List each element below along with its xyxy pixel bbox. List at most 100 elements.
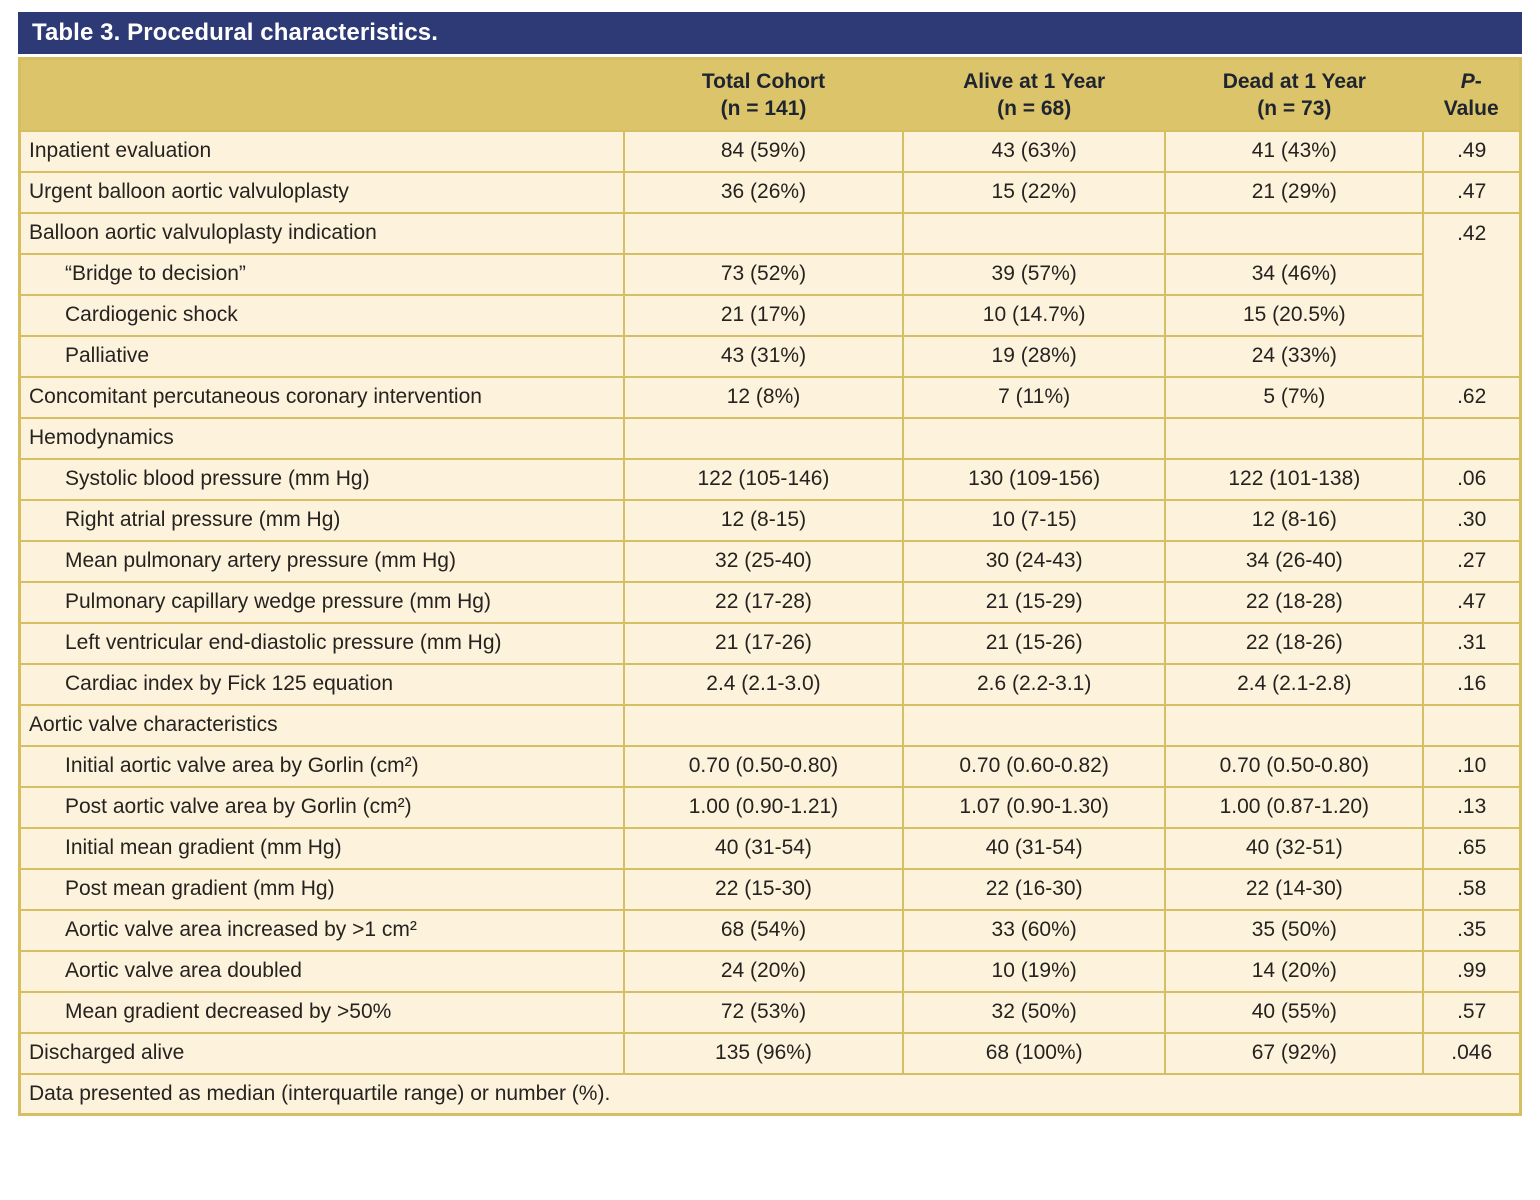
table-footnote: Data presented as median (interquartile … <box>18 1072 1522 1116</box>
row-label: Aortic valve characteristics <box>18 703 625 747</box>
value-p: .99 <box>1422 949 1522 993</box>
row-label: Cardiogenic shock <box>18 293 625 337</box>
value-dead <box>1164 703 1425 747</box>
value-dead: 15 (20.5%) <box>1164 293 1425 337</box>
table-row: Mean pulmonary artery pressure (mm Hg) 3… <box>18 539 1522 583</box>
value-p: .16 <box>1422 662 1522 706</box>
header-line: Value <box>1443 96 1499 120</box>
value-total: 12 (8-15) <box>622 498 905 542</box>
page: Table 3. Procedural characteristics. Tot… <box>18 12 1522 1116</box>
table-row: Systolic blood pressure (mm Hg) 122 (105… <box>18 457 1522 501</box>
column-header-empty <box>19 58 624 131</box>
value-total: 24 (20%) <box>622 949 905 993</box>
row-label: Concomitant percutaneous coronary interv… <box>18 375 625 419</box>
value-total <box>622 703 905 747</box>
value-p: .27 <box>1422 539 1522 583</box>
row-label: Initial mean gradient (mm Hg) <box>18 826 625 870</box>
table-header: Total Cohort (n = 141) Alive at 1 Year (… <box>19 58 1521 131</box>
row-label: Systolic blood pressure (mm Hg) <box>18 457 625 501</box>
value-dead: 22 (18-26) <box>1164 621 1425 665</box>
value-alive <box>902 416 1167 460</box>
table-title-bar: Table 3. Procedural characteristics. <box>18 12 1522 54</box>
value-dead: 67 (92%) <box>1164 1031 1425 1075</box>
row-label: Initial aortic valve area by Gorlin (cm²… <box>18 744 625 788</box>
column-header-p-value: P- Value <box>1423 58 1521 131</box>
table-row: Pulmonary capillary wedge pressure (mm H… <box>18 580 1522 624</box>
value-dead <box>1164 211 1425 255</box>
value-alive: 21 (15-29) <box>902 580 1167 624</box>
value-alive: 39 (57%) <box>902 252 1167 296</box>
row-label: Left ventricular end-diastolic pressure … <box>18 621 625 665</box>
value-p <box>1422 703 1522 747</box>
table-row: Initial mean gradient (mm Hg) 40 (31-54)… <box>18 826 1522 870</box>
value-total: 73 (52%) <box>622 252 905 296</box>
table-row: Discharged alive 135 (96%) 68 (100%) 67 … <box>18 1031 1522 1075</box>
value-alive: 1.07 (0.90-1.30) <box>902 785 1167 829</box>
row-label: Aortic valve area increased by >1 cm² <box>18 908 625 952</box>
row-label: Urgent balloon aortic valvuloplasty <box>18 170 625 214</box>
value-dead: 14 (20%) <box>1164 949 1425 993</box>
header-line: P- <box>1427 68 1515 95</box>
table-row: “Bridge to decision” 73 (52%) 39 (57%) 3… <box>18 252 1521 296</box>
value-alive: 15 (22%) <box>902 170 1167 214</box>
value-alive <box>902 211 1167 255</box>
value-total: 22 (15-30) <box>622 867 905 911</box>
value-total: 135 (96%) <box>622 1031 905 1075</box>
value-p: .58 <box>1422 867 1522 911</box>
value-dead: 12 (8-16) <box>1164 498 1425 542</box>
value-dead: 1.00 (0.87-1.20) <box>1164 785 1425 829</box>
value-alive <box>902 703 1167 747</box>
value-p: .47 <box>1422 580 1522 624</box>
value-total: 36 (26%) <box>622 170 905 214</box>
value-total: 1.00 (0.90-1.21) <box>622 785 905 829</box>
value-p: .47 <box>1422 170 1522 214</box>
value-alive: 68 (100%) <box>902 1031 1167 1075</box>
value-alive: 10 (19%) <box>902 949 1167 993</box>
value-p: .49 <box>1422 129 1522 173</box>
row-label: Mean gradient decreased by >50% <box>18 990 625 1034</box>
table-row: Post aortic valve area by Gorlin (cm²) 1… <box>18 785 1522 829</box>
table-body: Inpatient evaluation 84 (59%) 43 (63%) 4… <box>18 129 1522 1116</box>
value-alive: 32 (50%) <box>902 990 1167 1034</box>
header-line: (n = 141) <box>720 96 807 120</box>
table-row: Initial aortic valve area by Gorlin (cm²… <box>18 744 1522 788</box>
value-dead: 24 (33%) <box>1164 334 1425 378</box>
p-hyphen: - <box>1474 69 1482 93</box>
value-dead: 35 (50%) <box>1164 908 1425 952</box>
row-label: Cardiac index by Fick 125 equation <box>18 662 625 706</box>
header-line: (n = 73) <box>1257 96 1332 120</box>
value-dead: 41 (43%) <box>1164 129 1425 173</box>
value-dead: 122 (101-138) <box>1164 457 1425 501</box>
value-p: .57 <box>1422 990 1522 1034</box>
value-dead: 40 (32-51) <box>1164 826 1425 870</box>
value-p-rowspan: .42 <box>1422 211 1522 378</box>
value-dead: 34 (46%) <box>1164 252 1425 296</box>
value-total: 12 (8%) <box>622 375 905 419</box>
value-dead: 0.70 (0.50-0.80) <box>1164 744 1425 788</box>
value-p: .13 <box>1422 785 1522 829</box>
table-row: Right atrial pressure (mm Hg) 12 (8-15) … <box>18 498 1522 542</box>
value-alive: 43 (63%) <box>902 129 1167 173</box>
value-p: .30 <box>1422 498 1522 542</box>
value-alive: 22 (16-30) <box>902 867 1167 911</box>
value-p: .10 <box>1422 744 1522 788</box>
value-total: 2.4 (2.1-3.0) <box>622 662 905 706</box>
table-row: Aortic valve area doubled 24 (20%) 10 (1… <box>18 949 1522 993</box>
value-alive: 130 (109-156) <box>902 457 1167 501</box>
row-label: Balloon aortic valvuloplasty indication <box>18 211 625 255</box>
row-label: “Bridge to decision” <box>18 252 625 296</box>
value-total: 0.70 (0.50-0.80) <box>622 744 905 788</box>
header-line: Total Cohort <box>701 69 826 93</box>
value-dead <box>1164 416 1425 460</box>
value-total: 40 (31-54) <box>622 826 905 870</box>
row-label: Post mean gradient (mm Hg) <box>18 867 625 911</box>
table-row: Palliative 43 (31%) 19 (28%) 24 (33%) <box>18 334 1521 378</box>
header-line: (n = 68) <box>997 96 1072 120</box>
value-alive: 0.70 (0.60-0.82) <box>902 744 1167 788</box>
value-total: 22 (17-28) <box>622 580 905 624</box>
value-dead: 22 (14-30) <box>1164 867 1425 911</box>
row-label: Inpatient evaluation <box>18 129 625 173</box>
value-alive: 2.6 (2.2-3.1) <box>902 662 1167 706</box>
table-row: Urgent balloon aortic valvuloplasty 36 (… <box>18 170 1522 214</box>
table-row: Cardiac index by Fick 125 equation 2.4 (… <box>18 662 1522 706</box>
